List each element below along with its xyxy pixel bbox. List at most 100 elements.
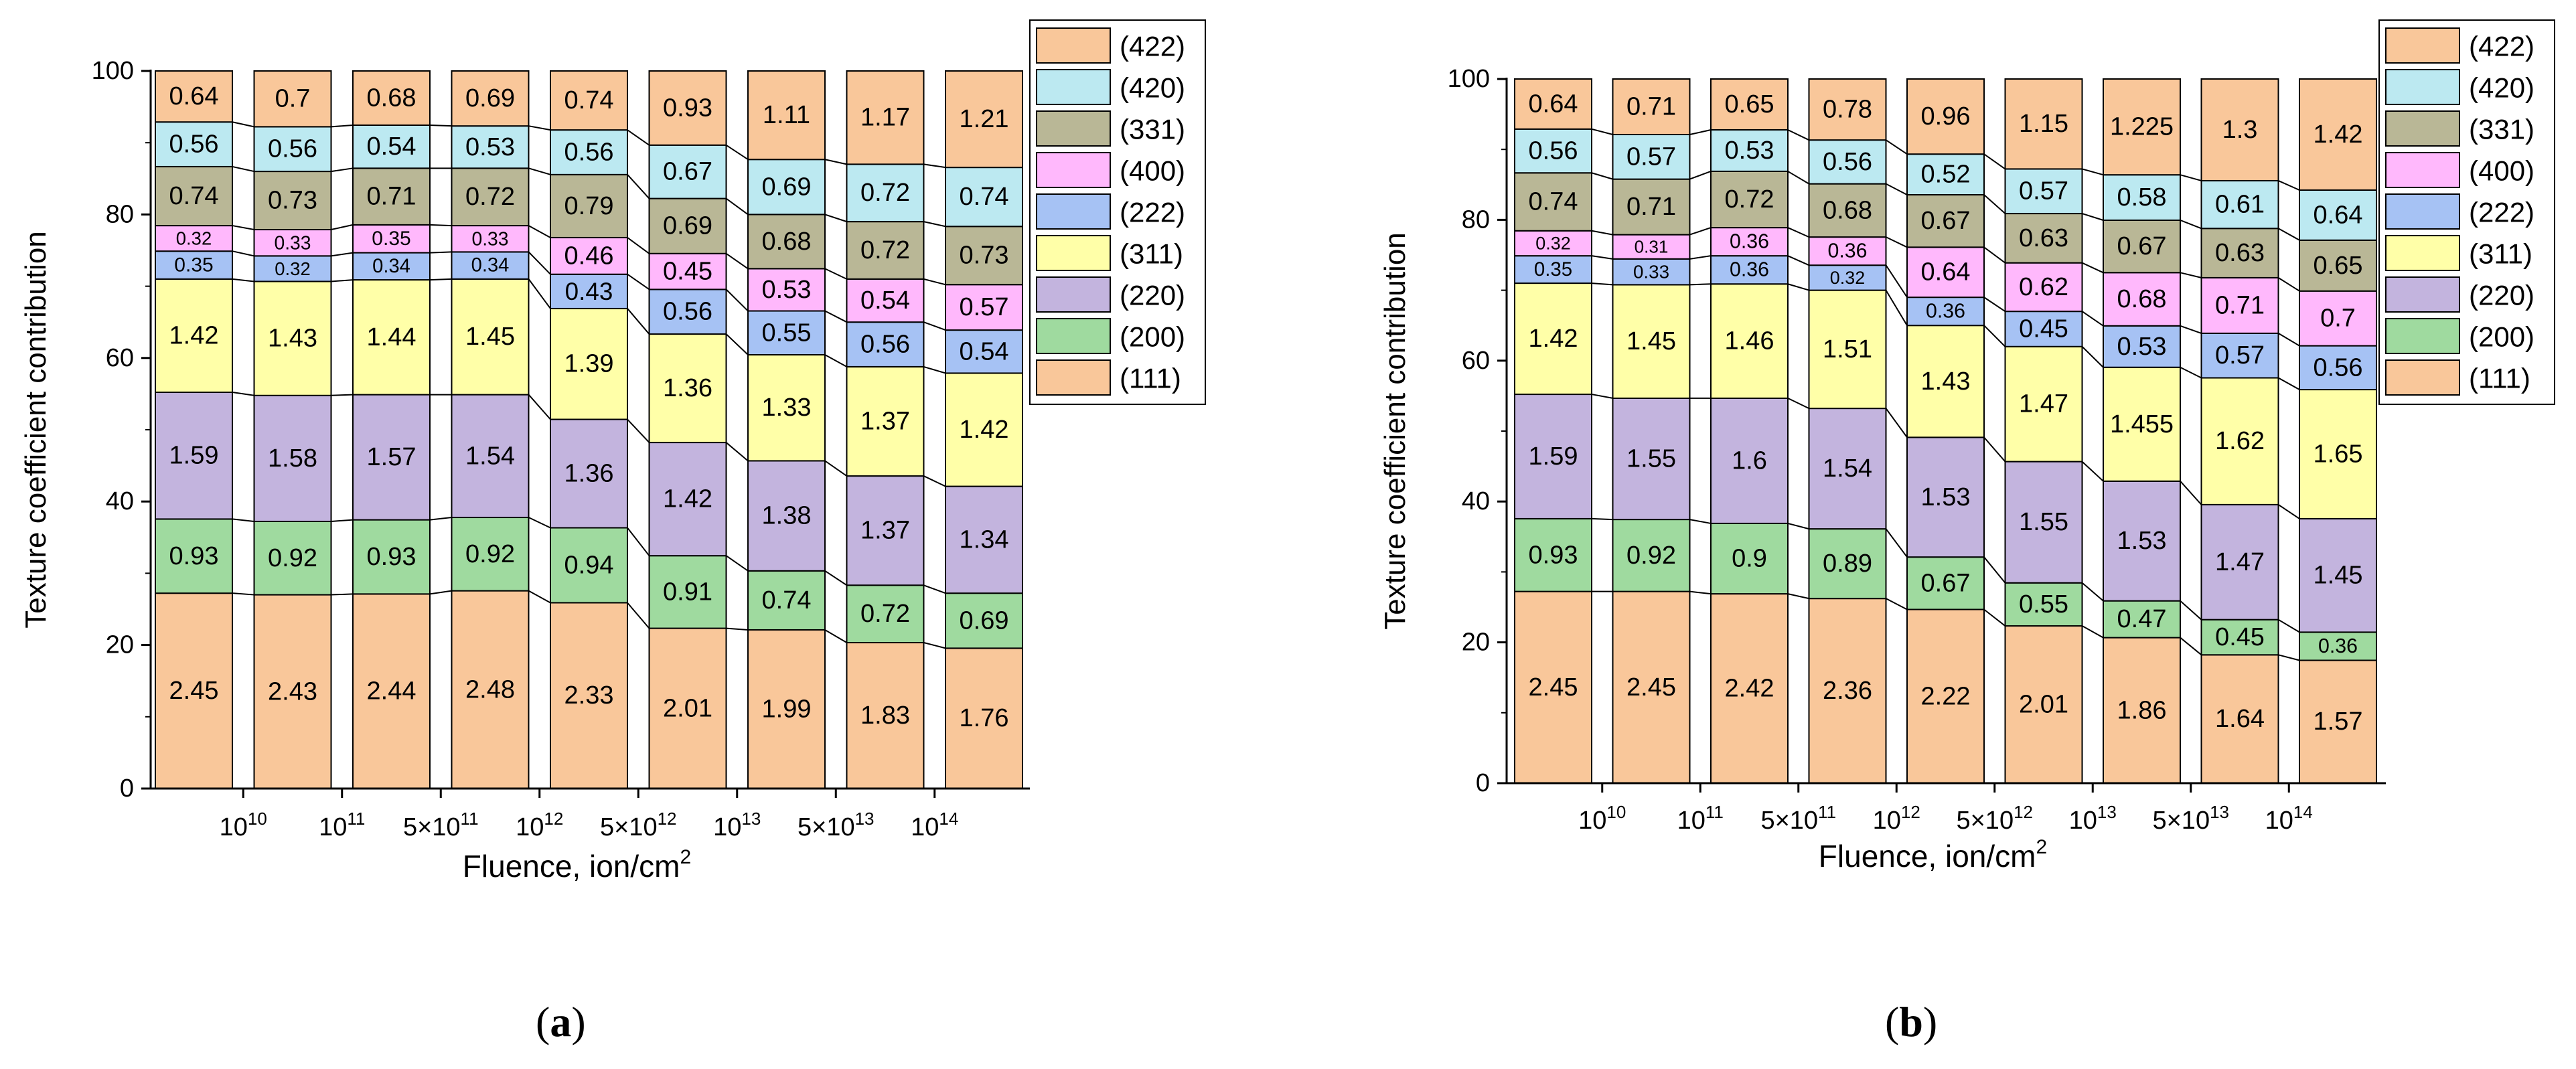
- panel-a-bar-segment-331: [945, 226, 1023, 286]
- panel-b-data-label: 0.36: [1926, 301, 1965, 323]
- panel-b-connector-line: [1886, 236, 1908, 248]
- panel-a-x-tick-label-base: 10: [713, 813, 741, 841]
- panel-b-data-label: 0.65: [2314, 252, 2363, 280]
- panel-b-x-tick-label-base: 10: [1578, 807, 1606, 835]
- panel-b-legend-swatch-420: [2385, 69, 2460, 105]
- panel-a-data-label: 1.39: [564, 350, 614, 378]
- panel-b-legend-label: (400): [2469, 155, 2534, 187]
- panel-b-connector-line: [2180, 600, 2202, 621]
- panel-b-bar-segment-222: [1612, 258, 1691, 286]
- panel-b-bar-segment-111: [1514, 590, 1592, 784]
- panel-b-bar-segment-331: [1808, 183, 1887, 238]
- panel-b-x-tick-label: 5×1013: [2152, 802, 2229, 835]
- panel-b-connector-line: [1787, 171, 1810, 185]
- panel-a-bar-segment-311: [846, 365, 925, 477]
- panel-b-connector-line: [2081, 311, 2104, 327]
- panel-a-connector-line: [331, 252, 354, 257]
- panel-a-bar-segment-422: [747, 70, 826, 161]
- panel-a-connector-line: [528, 517, 551, 529]
- panel-a-x-tick-label: 5×1012: [600, 809, 677, 841]
- panel-a-connector-line: [528, 225, 551, 238]
- panel-a-connector-line: [824, 310, 847, 323]
- panel-a-bar-segment-420: [451, 125, 530, 169]
- panel-b-bar-segment-111: [2004, 625, 2083, 785]
- panel-b-bar-segment-220: [1808, 408, 1887, 530]
- panel-b-bar-segment-111: [2299, 659, 2377, 784]
- panel-b-legend-label: (420): [2469, 72, 2534, 104]
- panel-b-connector-line: [2180, 272, 2202, 278]
- panel-a-connector-line: [923, 221, 946, 228]
- panel-a-connector-line: [725, 144, 749, 161]
- panel-b-bar-segment-420: [2200, 179, 2279, 230]
- panel-a-bar-segment-222: [352, 252, 431, 281]
- panel-b-legend-swatch-220: [2385, 276, 2460, 313]
- panel-a-connector-line: [627, 418, 650, 443]
- panel-b-bar-segment-200: [1906, 556, 1985, 610]
- panel-a-connector-line: [232, 392, 254, 396]
- panel-a-data-label: 0.56: [663, 298, 712, 326]
- panel-a-bar-segment-400: [945, 284, 1023, 331]
- panel-a-bar-segment-422: [253, 70, 332, 128]
- panel-a-bar-segment-222: [253, 255, 332, 282]
- panel-a-data-label: 0.33: [274, 232, 311, 254]
- panel-b-bar-segment-422: [1710, 78, 1789, 131]
- panel-a-data-label: 0.54: [860, 286, 910, 315]
- panel-a-bar-segment-220: [945, 485, 1023, 594]
- panel-b-bar-segment-331: [2103, 219, 2181, 274]
- panel-b-y-tick-label: 60: [1462, 347, 1490, 375]
- panel-a-connector-line: [232, 518, 254, 522]
- panel-a-data-label: 1.37: [860, 407, 910, 435]
- panel-a-connector-line: [528, 125, 551, 131]
- panel-b-data-label: 0.64: [1529, 90, 1578, 118]
- panel-b-connector-line: [2081, 346, 2104, 368]
- panel-b-connector-line: [2180, 174, 2202, 181]
- panel-b-data-label: 1.6: [1732, 446, 1767, 475]
- panel-b-data-label: 1.45: [1626, 327, 1676, 355]
- panel-a-legend-swatch-222: [1036, 193, 1111, 230]
- panel-b-bar-segment-111: [1612, 590, 1691, 784]
- panel-a-data-label: 0.74: [960, 183, 1009, 211]
- panel-a-bar-segment-311: [550, 307, 628, 420]
- panel-b-y-tick-label: 100: [1448, 65, 1490, 93]
- panel-a-data-label: 0.54: [367, 133, 416, 161]
- panel-a-legend-label: (220): [1120, 280, 1185, 311]
- panel-b-legend-label: (331): [2469, 114, 2534, 145]
- panel-b-x-tick-label: 1011: [1677, 802, 1724, 835]
- panel-b-legend-label: (200): [2469, 321, 2534, 353]
- panel-b-data-label: 1.57: [2314, 708, 2363, 736]
- panel-a-bar-segment-400: [451, 225, 530, 253]
- panel-a-data-label: 0.72: [860, 236, 910, 264]
- panel-a-bar-segment-111: [155, 592, 233, 790]
- panel-a-bar-segment-422: [846, 70, 925, 165]
- panel-a-connector-line: [528, 167, 551, 175]
- panel-a-data-label: 1.36: [564, 460, 614, 488]
- panel-a-data-label: 2.44: [367, 677, 416, 706]
- panel-a-data-label: 0.64: [169, 82, 219, 110]
- panel-a-bar-segment-111: [648, 627, 727, 789]
- panel-a-x-tick-label-base: 10: [220, 813, 248, 841]
- panel-a-data-label: 1.42: [960, 416, 1009, 444]
- panel-b-data-label: 0.36: [1730, 259, 1769, 281]
- panel-a-data-label: 0.56: [860, 331, 910, 359]
- panel-a-data-label: 1.11: [763, 101, 810, 129]
- panel-b-bar-segment-420: [1906, 153, 1985, 195]
- panel-a-legend-label: (111): [1120, 363, 1181, 394]
- panel-a-legend-swatch-220: [1036, 276, 1111, 313]
- panel-b-data-label: 1.46: [1725, 327, 1774, 355]
- panel-a-bar-segment-200: [550, 527, 628, 604]
- panel-b-x-tick-label-exponent: 10: [1606, 802, 1626, 822]
- panel-b-data-label: 1.59: [1529, 442, 1578, 471]
- panel-b-x-axis-title-superscript: 2: [2036, 836, 2048, 858]
- panel-b-data-label: 0.67: [2117, 232, 2167, 260]
- panel-b-legend-swatch-422: [2385, 27, 2460, 64]
- panel-a-bar-segment-220: [550, 418, 628, 529]
- panel-b-connector-line: [1591, 128, 1613, 135]
- panel-a-data-label: 0.74: [169, 182, 219, 210]
- panel-a-data-label: 0.69: [960, 606, 1009, 635]
- panel-a-data-label: 0.33: [471, 228, 508, 250]
- panel-b-data-label: 1.42: [2314, 120, 2363, 149]
- panel-a-legend-swatch-400: [1036, 152, 1111, 188]
- panel-a-connector-line: [232, 250, 254, 257]
- panel-a-connector-line: [824, 214, 847, 223]
